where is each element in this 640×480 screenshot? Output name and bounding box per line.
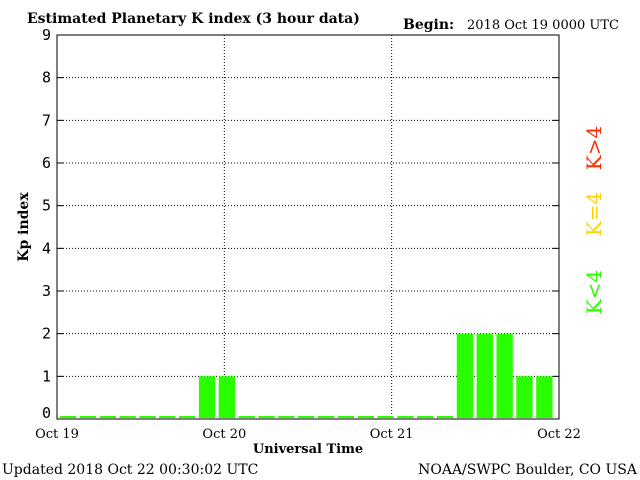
kp-bar [278,416,295,418]
kp-bar [298,416,315,418]
kp-bar [119,416,136,418]
kp-bar [496,333,513,418]
y-tick-label: 1 [42,367,51,385]
kp-bar [258,416,275,418]
kp-bar [536,376,553,418]
y-tick-label: 7 [42,111,51,129]
plot-frame [56,34,560,420]
kp-bar [218,376,235,418]
legend-mid: K=4 [582,192,606,236]
updated-text: Updated 2018 Oct 22 00:30:02 UTC [2,462,258,478]
kp-bar [159,416,176,418]
kp-bar [238,416,255,418]
kp-bar [337,416,355,418]
y-tick-label: 8 [42,69,51,87]
y-tick-label: 4 [42,239,51,257]
kp-bar [476,333,493,418]
kp-bar [198,376,216,418]
kp-bar [417,416,434,418]
y-tick-label: 9 [42,26,51,44]
kp-bar [79,416,97,418]
kp-bar [437,416,454,418]
x-axis-label: Universal Time [253,442,363,457]
y-tick-label: 0 [42,404,51,422]
kp-bar [456,333,474,418]
begin-label: Begin: [403,17,454,33]
y-tick-label: 3 [42,282,51,300]
grid-lines [57,34,559,419]
kp-bar [99,416,116,418]
legend-high: K>4 [582,126,606,170]
kp-bar [317,416,335,418]
x-tick-label: Oct 21 [370,427,414,442]
y-tick-label: 6 [42,154,51,172]
x-tick-label: Oct 19 [35,427,79,442]
begin-value: 2018 Oct 19 0000 UTC [467,18,619,33]
x-tick-label: Oct 22 [537,427,581,442]
kp-bar [397,416,414,418]
bars [60,333,553,418]
kp-bar [377,416,394,418]
x-tick-labels: Oct 19 Oct 20 Oct 21 Oct 22 [35,427,581,442]
y-axis-label: Kp index [16,192,32,262]
source-text: NOAA/SWPC Boulder, CO USA [418,462,638,478]
legend-low: K<4 [582,270,606,314]
y-tick-label: 2 [42,325,51,343]
kp-bar [60,416,77,418]
x-tick-label: Oct 20 [202,427,246,442]
chart-title: Estimated Planetary K index (3 hour data… [27,11,360,27]
kp-bar [139,416,156,418]
y-tick-labels: 0 1 2 3 4 5 6 7 8 9 [42,26,51,422]
kp-bar [516,376,533,418]
kp-bar [179,416,196,418]
y-tick-label: 5 [42,197,51,215]
kp-bar [357,416,374,418]
